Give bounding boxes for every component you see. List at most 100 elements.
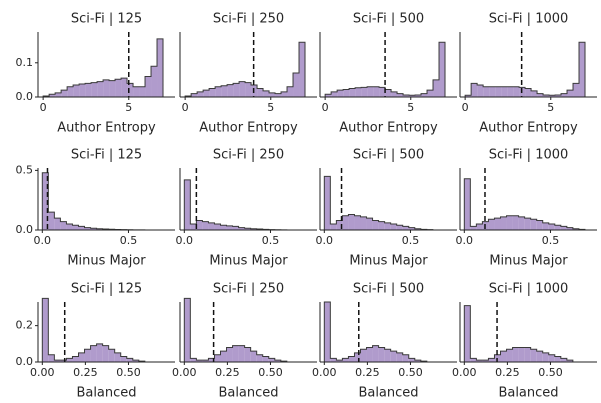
bar (408, 358, 415, 362)
bar (566, 360, 573, 362)
bar (232, 345, 239, 362)
bar (262, 356, 269, 362)
bar (226, 347, 233, 362)
bar (354, 352, 361, 362)
bar (91, 82, 98, 97)
bar (536, 351, 543, 362)
bar (84, 227, 91, 230)
x-tick-label: 0.0 (456, 234, 474, 247)
bar (120, 356, 127, 362)
bar (506, 215, 513, 230)
x-axis-label: Author Entropy (57, 121, 156, 136)
bar (542, 222, 549, 230)
x-axis-label: Balanced (498, 386, 558, 401)
x-tick-label: 0.0 (176, 234, 194, 247)
bar (366, 218, 373, 230)
y-tick-label: 0.0 (16, 90, 34, 103)
bar (48, 212, 55, 230)
histogram-outline (464, 41, 586, 97)
bar (495, 86, 502, 97)
bar (190, 224, 197, 230)
bar (384, 349, 391, 362)
bar (244, 228, 251, 230)
bar (49, 94, 56, 97)
bar (54, 218, 61, 230)
bar (488, 219, 495, 230)
bar (342, 215, 349, 230)
bar (132, 360, 139, 362)
bar (121, 78, 128, 97)
x-axis-label: Balanced (358, 386, 418, 401)
bar (293, 73, 300, 97)
y-tick-label: 0.1 (16, 56, 34, 69)
bar (536, 220, 543, 230)
bar (90, 228, 97, 230)
bar (274, 360, 281, 362)
bar (61, 90, 68, 97)
bar (561, 93, 568, 97)
bar (343, 89, 350, 97)
bar (464, 305, 471, 362)
bar (244, 347, 251, 362)
histogram-outline (42, 38, 164, 97)
bar (214, 354, 221, 362)
bar (391, 91, 398, 97)
bar (537, 93, 544, 97)
bar (482, 360, 489, 362)
x-axis-label: Author Entropy (339, 121, 438, 136)
bar (185, 95, 192, 97)
bar (220, 351, 227, 362)
bar (233, 83, 240, 97)
bar (560, 226, 567, 230)
bar (221, 85, 228, 97)
bar (55, 92, 62, 97)
bar (477, 85, 484, 97)
bar (471, 83, 478, 97)
x-tick-label: 0.50 (398, 366, 423, 379)
bar (78, 352, 85, 362)
bar (191, 93, 198, 97)
x-axis-label: Minus Major (489, 254, 568, 269)
histogram-outline (463, 178, 586, 230)
bar (489, 86, 496, 97)
panel-title: Sci-Fi | 500 (353, 148, 424, 163)
x-tick-label: 0.00 (312, 366, 337, 379)
bar (196, 220, 203, 230)
bar (115, 79, 122, 97)
bar (239, 81, 246, 97)
x-tick-label: 0.00 (172, 366, 197, 379)
x-tick-label: 0.25 (73, 366, 98, 379)
bar (390, 224, 397, 230)
bar (367, 86, 374, 97)
bar (103, 79, 110, 97)
bar (414, 228, 421, 230)
bar (245, 82, 252, 97)
bar (238, 345, 245, 362)
bar (250, 228, 257, 230)
bar (263, 90, 270, 97)
bar (268, 358, 275, 362)
bar (72, 356, 79, 362)
bar (202, 360, 209, 362)
bar (139, 86, 146, 97)
x-tick-label: 0 (322, 101, 329, 114)
bar (232, 226, 239, 230)
x-tick-label: 0 (182, 101, 189, 114)
bar (355, 87, 362, 97)
panel-title: Sci-Fi | 125 (71, 282, 142, 297)
x-tick-label: 0 (462, 101, 469, 114)
bar (209, 88, 216, 97)
bar (97, 81, 104, 97)
bar (512, 347, 519, 362)
panel-title: Sci-Fi | 125 (71, 148, 142, 163)
bar (287, 86, 294, 97)
histogram-outline (41, 172, 163, 231)
bar (506, 349, 513, 362)
x-tick-label: 0.00 (452, 366, 477, 379)
bar (513, 86, 520, 97)
bar (126, 358, 133, 362)
bar (196, 360, 203, 362)
bar (525, 88, 532, 97)
bar (501, 86, 508, 97)
bar (257, 88, 264, 97)
